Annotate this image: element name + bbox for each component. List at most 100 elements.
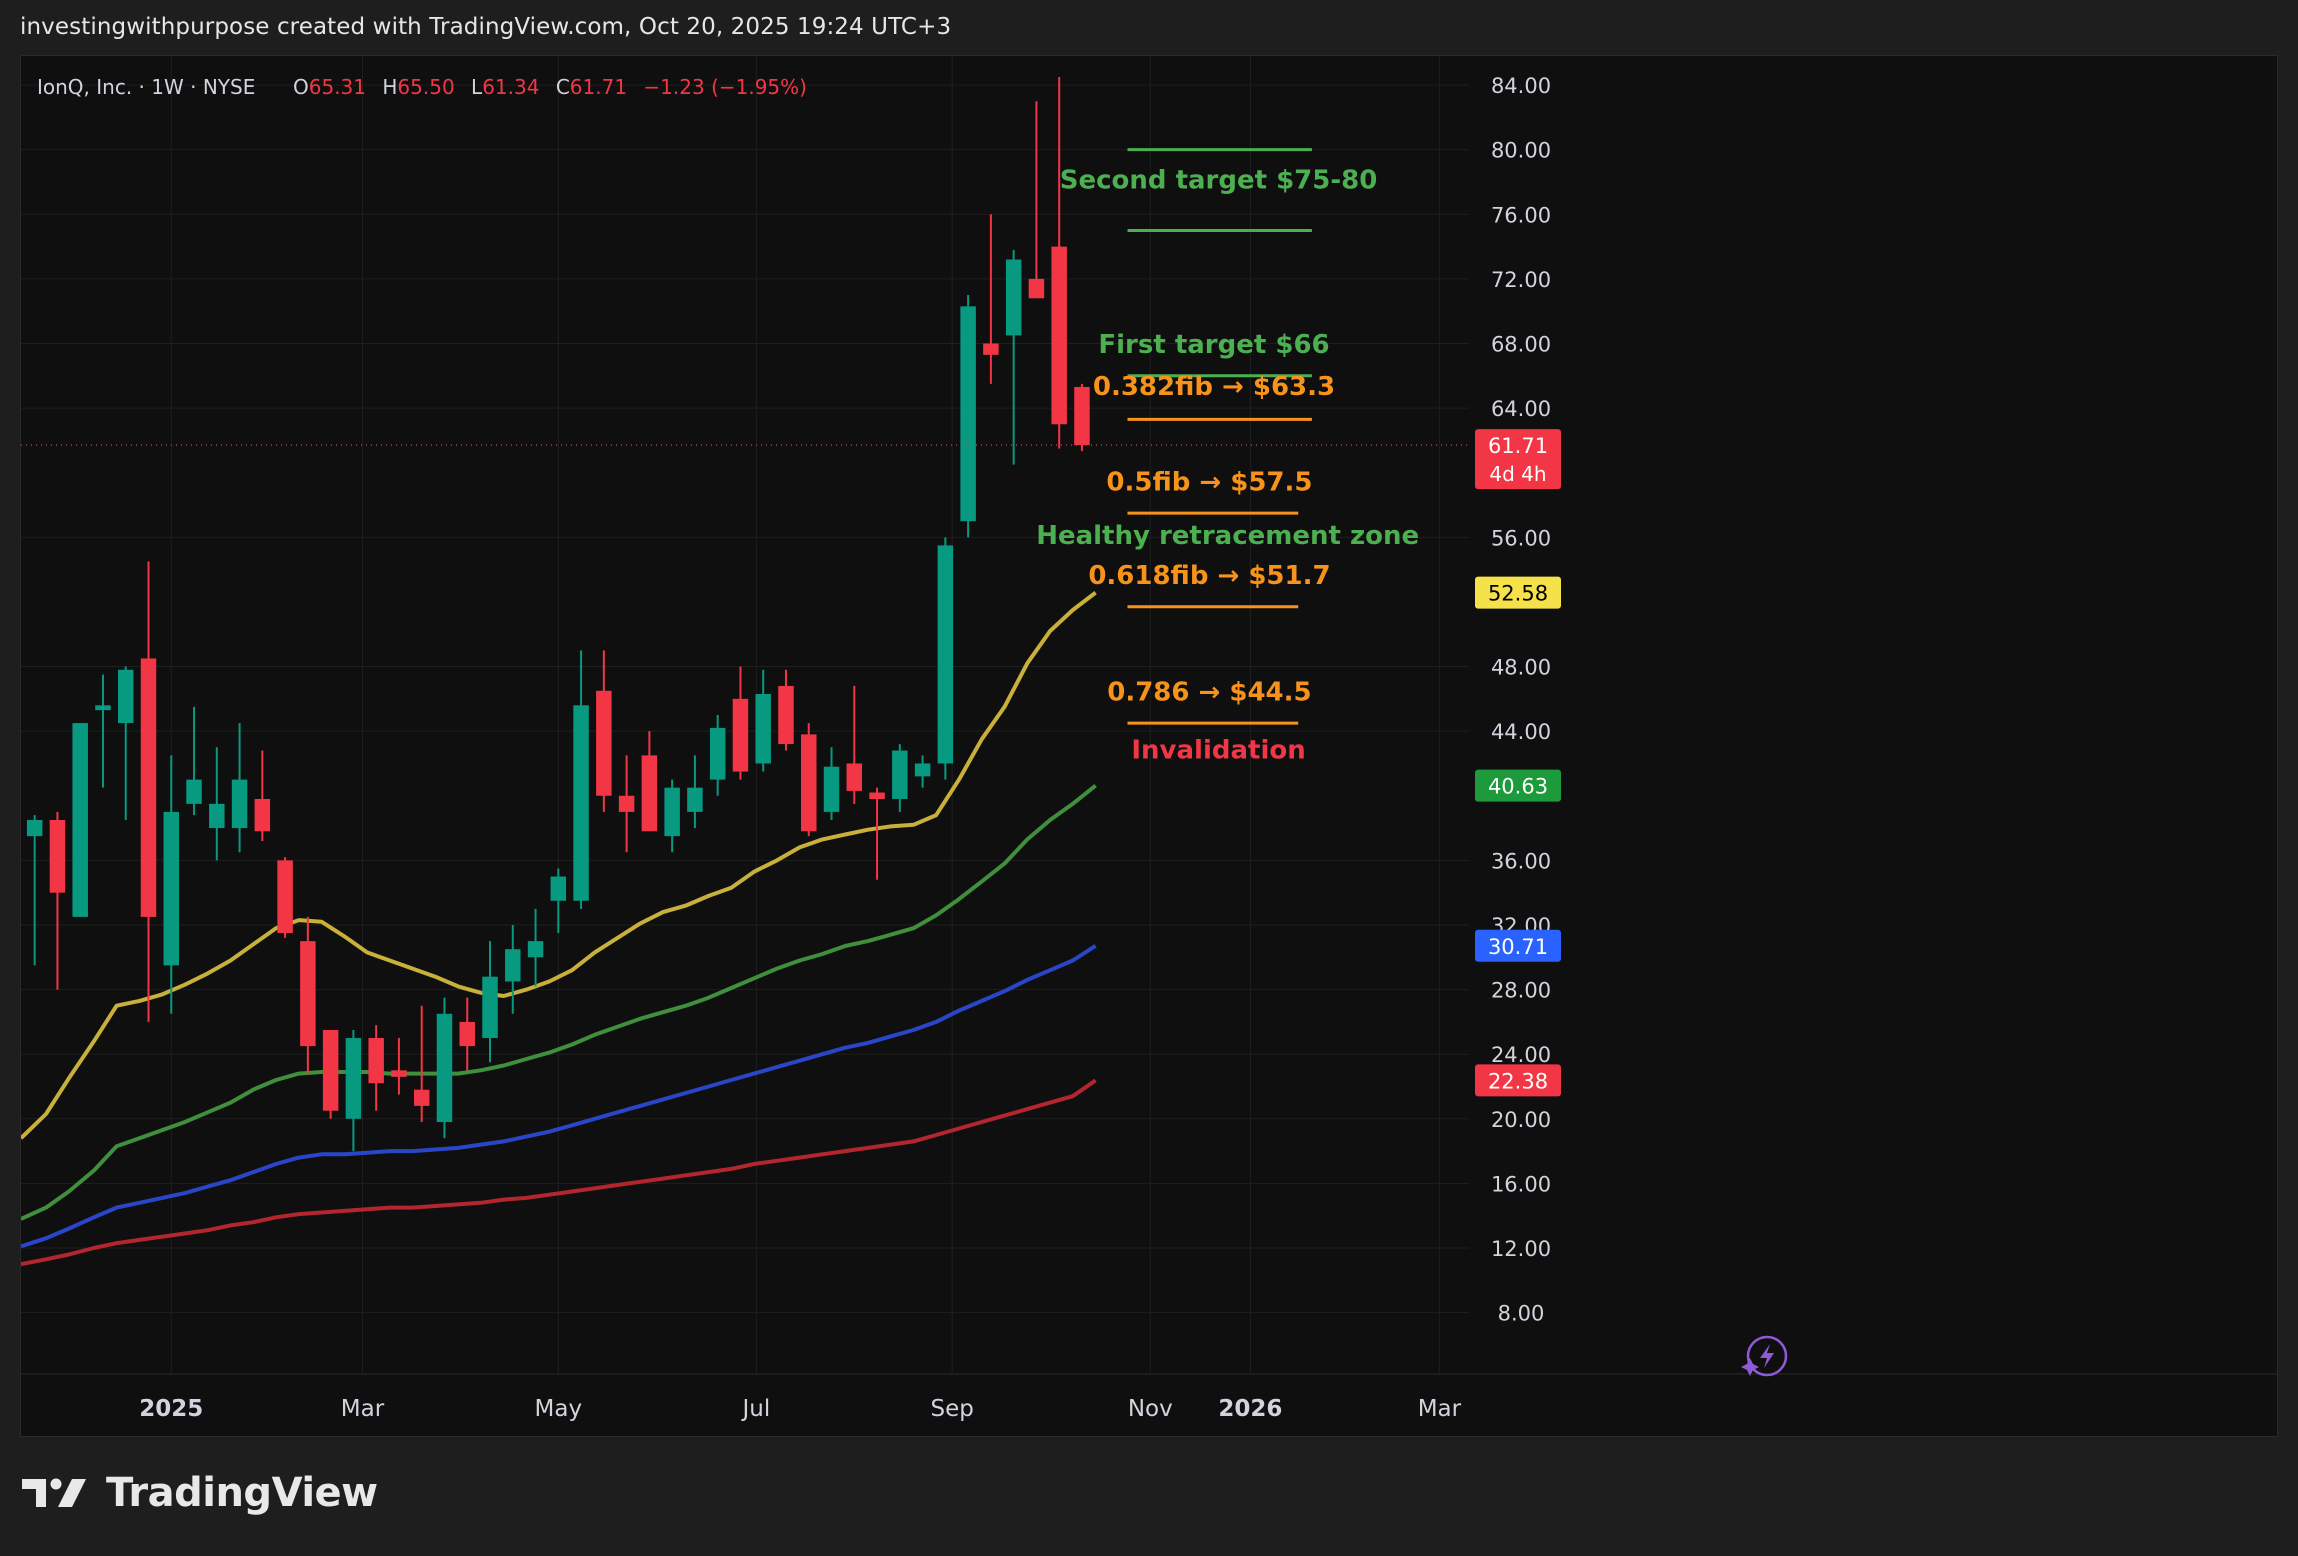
- candle: [846, 685, 863, 804]
- candle: [482, 941, 498, 1063]
- price-tick-label: 16.00: [1491, 1172, 1551, 1196]
- price-axis[interactable]: 84.00 80.00 76.00 72.00 68.00 64.00 56.00 48.00…: [1475, 74, 1561, 1326]
- candle: [117, 666, 134, 820]
- candle-body: [1051, 246, 1067, 425]
- time-tick-label: May: [535, 1396, 583, 1422]
- ma-value-label: 30.71: [1488, 935, 1548, 959]
- candle: [1051, 76, 1067, 449]
- candle: [1005, 249, 1022, 465]
- candle: [231, 723, 248, 853]
- candle-body: [413, 1089, 430, 1106]
- symbol-legend: IonQ, Inc. · 1W · NYSE O65.31 H65.50 L61…: [37, 75, 807, 99]
- moving-average-2: [21, 784, 1097, 1221]
- candle-body: [914, 763, 931, 777]
- annotation-label: 0.5fib → $57.5: [1106, 467, 1312, 497]
- candle: [641, 731, 658, 832]
- annotation-label: Invalidation: [1131, 736, 1305, 766]
- time-tick-label: Mar: [341, 1396, 385, 1422]
- candle-body: [345, 1038, 362, 1119]
- candle-body: [641, 755, 658, 832]
- candle-body: [277, 860, 293, 934]
- candle-body: [687, 787, 703, 812]
- candle-body: [436, 1013, 453, 1123]
- candle: [277, 857, 293, 938]
- candle-body: [140, 658, 157, 917]
- price-tick-label: 28.00: [1491, 979, 1551, 1003]
- candle-body: [459, 1021, 475, 1047]
- ma-value-label: 40.63: [1488, 775, 1548, 799]
- candle-body: [186, 779, 202, 804]
- candle: [95, 674, 111, 788]
- time-tick-label: Mar: [1418, 1396, 1462, 1422]
- annotation-label: 0.382fib → $63.3: [1093, 372, 1335, 402]
- chart-attribution: investingwithpurpose created with Tradin…: [20, 14, 952, 40]
- candle-body: [709, 727, 726, 780]
- time-axis[interactable]: 2025 Mar May Jul Sep Nov 2026 Mar: [21, 1373, 2277, 1422]
- candle-body: [1074, 386, 1090, 446]
- ma-value-badge: [1475, 929, 1561, 962]
- candle-body: [300, 941, 316, 1047]
- candle-body: [823, 766, 840, 812]
- candle: [1074, 383, 1090, 452]
- candle-body: [618, 795, 635, 812]
- grid-lines: [21, 56, 1469, 1374]
- candle: [163, 755, 180, 1014]
- time-tick-label: Sep: [931, 1396, 974, 1422]
- price-tick-label: 68.00: [1491, 333, 1551, 357]
- candle-body: [117, 669, 134, 724]
- price-tick-label: 56.00: [1491, 526, 1551, 550]
- candle: [687, 755, 703, 829]
- candle-body: [937, 545, 954, 764]
- candle: [983, 214, 999, 384]
- candle-body: [391, 1070, 407, 1077]
- lightning-icon[interactable]: [1741, 1335, 1788, 1377]
- moving-average-1: [21, 591, 1097, 1140]
- annotation-label: Healthy retracement zone: [1036, 521, 1419, 551]
- candle-body: [49, 819, 66, 893]
- ma-value-label: 52.58: [1488, 582, 1548, 606]
- ma-value-badge: [1475, 769, 1561, 802]
- annotation-label: 0.786 → $44.5: [1107, 677, 1311, 707]
- chart-panel[interactable]: Second target $75-80 First target $66 0.38…: [20, 55, 2278, 1437]
- candle-body: [778, 685, 794, 745]
- candle: [892, 744, 908, 812]
- time-tick-label: Nov: [1128, 1396, 1173, 1422]
- candle-body: [573, 705, 589, 901]
- candle: [732, 666, 749, 780]
- candle-body: [732, 698, 749, 772]
- ma-value-badge: [1475, 576, 1561, 609]
- candle-body: [482, 976, 498, 1039]
- candle-body: [254, 798, 271, 832]
- legend-open: 65.31: [309, 75, 366, 99]
- candle: [823, 747, 840, 820]
- candle-body: [26, 819, 43, 837]
- legend-symbol: IonQ, Inc. · 1W · NYSE: [37, 75, 255, 99]
- candle-body: [869, 792, 885, 799]
- candle: [664, 779, 680, 853]
- candle: [550, 868, 567, 934]
- tradingview-logo-icon: [22, 1478, 86, 1507]
- tradingview-wordmark: TradingView: [106, 1470, 378, 1516]
- legend-change: −1.23 (−1.95%): [643, 75, 807, 99]
- last-price-badge: [1475, 429, 1561, 490]
- legend-close-label: C: [556, 75, 570, 99]
- candle: [527, 908, 544, 987]
- candles: [26, 76, 1090, 1152]
- tradingview-logo[interactable]: TradingView: [22, 1470, 378, 1516]
- legend-high-label: H: [382, 75, 397, 99]
- candle-body: [72, 723, 88, 917]
- price-tick-label: 80.00: [1491, 139, 1551, 163]
- candle-body: [550, 876, 567, 901]
- price-tick-label: 76.00: [1491, 203, 1551, 227]
- candle-body: [322, 1029, 339, 1111]
- candlestick-chart[interactable]: Second target $75-80 First target $66 0.38…: [21, 56, 2277, 1436]
- price-tick-label: 24.00: [1491, 1043, 1551, 1067]
- candle-body: [755, 694, 771, 764]
- price-tick-label: 20.00: [1491, 1108, 1551, 1132]
- candle: [755, 669, 771, 772]
- candle-body: [1028, 278, 1045, 299]
- candle: [413, 1005, 430, 1123]
- time-tick-label: 2025: [139, 1396, 203, 1422]
- candle: [49, 811, 66, 990]
- candle: [1028, 101, 1045, 299]
